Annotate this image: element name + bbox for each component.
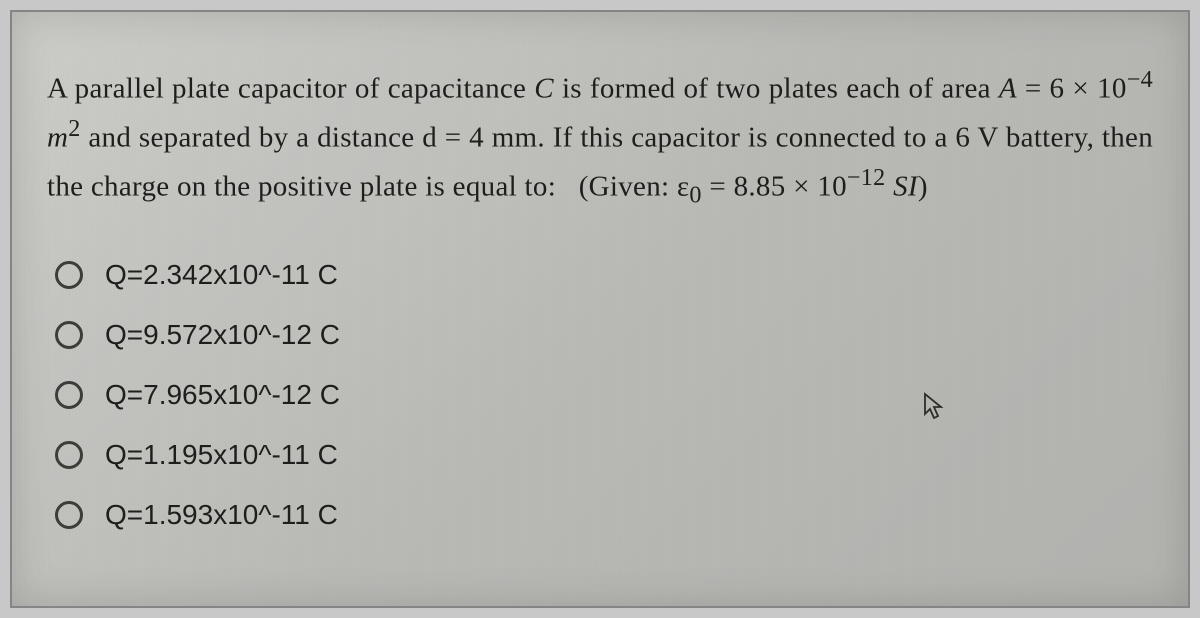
option-label: Q=2.342x10^-11 C — [105, 259, 338, 291]
option-label: Q=7.965x10^-12 C — [105, 379, 340, 411]
radio-icon[interactable] — [55, 381, 83, 409]
radio-icon[interactable] — [55, 441, 83, 469]
radio-icon[interactable] — [55, 261, 83, 289]
option-item[interactable]: Q=2.342x10^-11 C — [55, 259, 1153, 291]
option-item[interactable]: Q=7.965x10^-12 C — [55, 379, 1153, 411]
radio-icon[interactable] — [55, 321, 83, 349]
option-label: Q=9.572x10^-12 C — [105, 319, 340, 351]
option-label: Q=1.593x10^-11 C — [105, 499, 338, 531]
option-item[interactable]: Q=1.593x10^-11 C — [55, 499, 1153, 531]
option-item[interactable]: Q=1.195x10^-11 C — [55, 439, 1153, 471]
radio-icon[interactable] — [55, 501, 83, 529]
option-label: Q=1.195x10^-11 C — [105, 439, 338, 471]
cursor-pointer-icon — [922, 392, 948, 422]
question-container: A parallel plate capacitor of capacitanc… — [10, 10, 1190, 608]
question-text: A parallel plate capacitor of capacitanc… — [47, 62, 1153, 214]
option-item[interactable]: Q=9.572x10^-12 C — [55, 319, 1153, 351]
options-list: Q=2.342x10^-11 C Q=9.572x10^-12 C Q=7.96… — [47, 259, 1153, 531]
